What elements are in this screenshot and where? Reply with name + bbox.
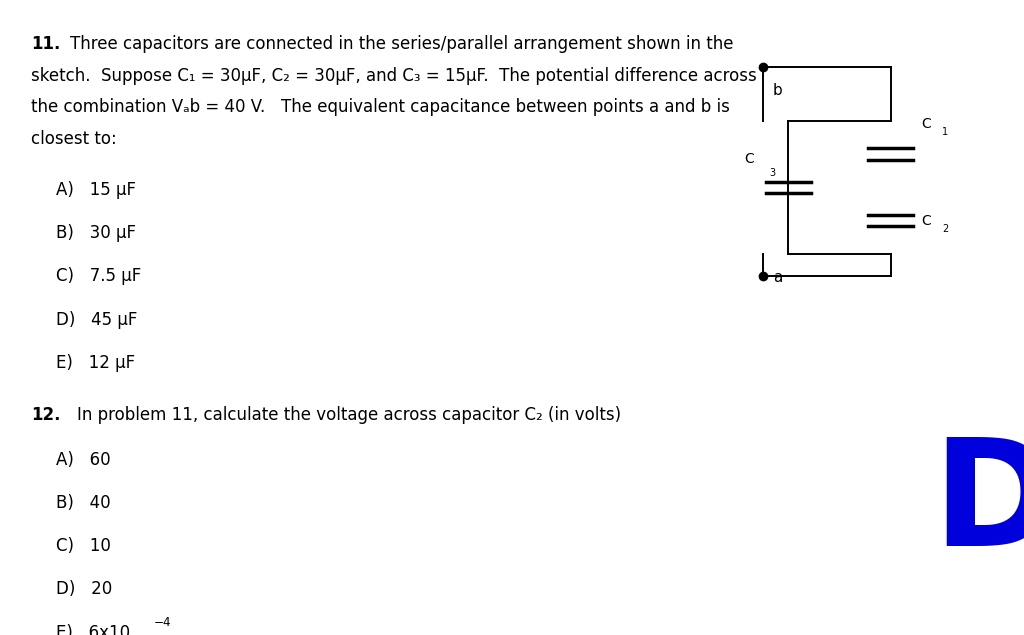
Text: a: a <box>773 270 782 285</box>
Text: −4: −4 <box>154 616 171 629</box>
Text: A)   60: A) 60 <box>56 451 111 469</box>
Text: 11.: 11. <box>31 35 60 53</box>
Text: 3: 3 <box>769 168 775 178</box>
Text: C)   7.5 μF: C) 7.5 μF <box>56 267 141 285</box>
Text: b: b <box>773 83 783 98</box>
Text: E)   6x10: E) 6x10 <box>56 624 130 635</box>
Text: D)   45 μF: D) 45 μF <box>56 311 137 328</box>
Text: B)   40: B) 40 <box>56 494 111 512</box>
Text: 1: 1 <box>942 127 948 137</box>
Text: the combination Vₐb = 40 V.   The equivalent capacitance between points a and b : the combination Vₐb = 40 V. The equivale… <box>31 98 729 116</box>
Text: 2: 2 <box>942 224 948 234</box>
Text: closest to:: closest to: <box>31 130 117 148</box>
Text: B)   30 μF: B) 30 μF <box>56 224 136 242</box>
Text: C: C <box>922 214 932 229</box>
Text: D)   20: D) 20 <box>56 580 113 598</box>
Text: E)   12 μF: E) 12 μF <box>56 354 135 371</box>
Text: 12.: 12. <box>31 406 60 424</box>
Text: sketch.  Suppose C₁ = 30μF, C₂ = 30μF, and C₃ = 15μF.  The potential difference : sketch. Suppose C₁ = 30μF, C₂ = 30μF, an… <box>31 67 757 84</box>
Text: C: C <box>743 152 754 166</box>
Text: C: C <box>922 117 932 131</box>
Text: D: D <box>932 432 1024 577</box>
Text: C)   10: C) 10 <box>56 537 112 555</box>
Text: A)   15 μF: A) 15 μF <box>56 181 136 199</box>
Text: Three capacitors are connected in the series/parallel arrangement shown in the: Three capacitors are connected in the se… <box>70 35 733 53</box>
Text: In problem 11, calculate the voltage across capacitor C₂ (in volts): In problem 11, calculate the voltage acr… <box>77 406 621 424</box>
